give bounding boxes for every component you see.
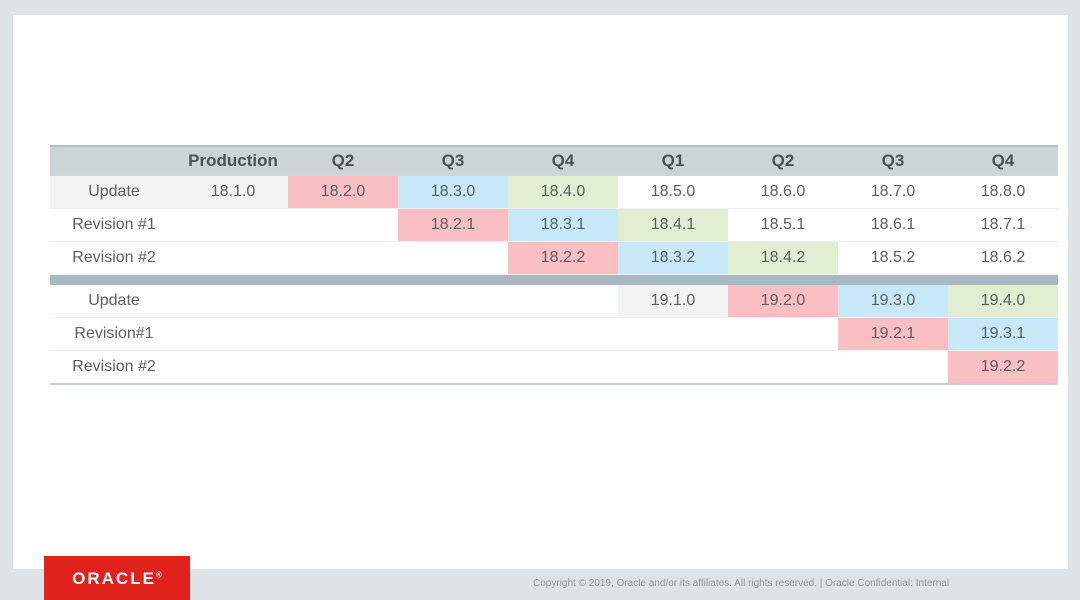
table-row: Revision #2 18.2.2 18.3.2 18.4.2 18.5.2 18.6.…: [50, 241, 1058, 275]
version-cell: 18.5.1: [728, 208, 838, 242]
empty-cell: [398, 285, 508, 318]
table-row: Update 19.1.0 19.2.0 19.3.0 19.4.0: [50, 285, 1058, 318]
header-row: Production Q2 Q3 Q4 Q1 Q2 Q3 Q4: [50, 145, 1058, 176]
column-header: Q1: [618, 145, 728, 176]
column-header: Q4: [508, 145, 618, 176]
version-cell: 18.4.1: [618, 208, 728, 242]
empty-cell: [508, 350, 618, 385]
version-cell: 18.7.0: [838, 175, 948, 209]
empty-cell: [178, 241, 288, 275]
version-cell: 18.6.2: [948, 241, 1058, 275]
row-label: Revision #2: [50, 241, 178, 275]
version-cell: 18.3.0: [398, 175, 508, 209]
version-cell: 19.2.0: [728, 285, 838, 318]
version-cell: 18.2.2: [508, 241, 618, 275]
column-header: Production: [178, 145, 288, 176]
column-header: Q4: [948, 145, 1058, 176]
version-cell: 19.4.0: [948, 285, 1058, 318]
empty-cell: [398, 350, 508, 385]
row-label: Update: [50, 285, 178, 318]
version-cell: 18.8.0: [948, 175, 1058, 209]
empty-cell: [288, 317, 398, 351]
empty-cell: [178, 208, 288, 242]
version-cell: 18.6.0: [728, 175, 838, 209]
table-row: Revision#1 19.2.1 19.3.1: [50, 317, 1058, 351]
empty-cell: [838, 350, 948, 385]
table-row: Update 18.1.0 18.2.0 18.3.0 18.4.0 18.5.0 18.6…: [50, 175, 1058, 209]
footer-band: [0, 569, 1080, 589]
version-cell: 18.3.2: [618, 241, 728, 275]
empty-cell: [288, 241, 398, 275]
empty-cell: [508, 317, 618, 351]
version-cell: 19.3.0: [838, 285, 948, 318]
oracle-logo: ORACLE®: [44, 556, 190, 600]
version-cell: 18.2.0: [288, 175, 398, 209]
empty-cell: [398, 317, 508, 351]
empty-cell: [728, 350, 838, 385]
version-cell: 18.1.0: [178, 175, 288, 209]
empty-cell: [618, 350, 728, 385]
version-cell: 18.3.1: [508, 208, 618, 242]
version-cell: 18.5.2: [838, 241, 948, 275]
row-label: Revision #1: [50, 208, 178, 242]
column-header: Q2: [288, 145, 398, 176]
version-cell: 19.2.2: [948, 350, 1058, 385]
empty-cell: [728, 317, 838, 351]
section-separator: [50, 274, 1058, 285]
empty-cell: [178, 350, 288, 385]
empty-cell: [618, 317, 728, 351]
empty-cell: [288, 350, 398, 385]
row-label: Revision#1: [50, 317, 178, 351]
empty-cell: [288, 208, 398, 242]
version-cell: 18.4.0: [508, 175, 618, 209]
empty-cell: [178, 285, 288, 318]
registered-trademark-mark: ®: [155, 570, 162, 580]
version-cell: 18.6.1: [838, 208, 948, 242]
version-cell: 18.7.1: [948, 208, 1058, 242]
version-cell: 19.3.1: [948, 317, 1058, 351]
column-header: Q3: [838, 145, 948, 176]
row-label: Revision #2: [50, 350, 178, 385]
row-label: Update: [50, 175, 178, 209]
release-table: Production Q2 Q3 Q4 Q1 Q2 Q3 Q4 Update 18.1.0 18.…: [50, 145, 1058, 385]
version-cell: 18.2.1: [398, 208, 508, 242]
empty-cell: [178, 317, 288, 351]
table-row: Revision #2 19.2.2: [50, 350, 1058, 385]
empty-cell: [398, 241, 508, 275]
oracle-logo-text: ORACLE®: [44, 569, 190, 589]
version-cell: 18.5.0: [618, 175, 728, 209]
copyright-text: Copyright © 2019, Oracle and/or its affi…: [533, 578, 950, 589]
table-body: Update 18.1.0 18.2.0 18.3.0 18.4.0 18.5.0 18.6…: [50, 175, 1058, 385]
row-label-column-header: [50, 145, 178, 176]
version-cell: 19.2.1: [838, 317, 948, 351]
empty-cell: [288, 285, 398, 318]
section-separator-row: [50, 274, 1058, 285]
empty-cell: [508, 285, 618, 318]
slide: Production Q2 Q3 Q4 Q1 Q2 Q3 Q4 Update 18.1.0 18.…: [13, 15, 1068, 569]
column-header: Q3: [398, 145, 508, 176]
column-header: Q2: [728, 145, 838, 176]
oracle-wordmark: ORACLE: [72, 569, 156, 588]
version-cell: 18.4.2: [728, 241, 838, 275]
table-header: Production Q2 Q3 Q4 Q1 Q2 Q3 Q4: [50, 145, 1058, 176]
version-cell: 19.1.0: [618, 285, 728, 318]
table-row: Revision #1 18.2.1 18.3.1 18.4.1 18.5.1 18.6.…: [50, 208, 1058, 242]
